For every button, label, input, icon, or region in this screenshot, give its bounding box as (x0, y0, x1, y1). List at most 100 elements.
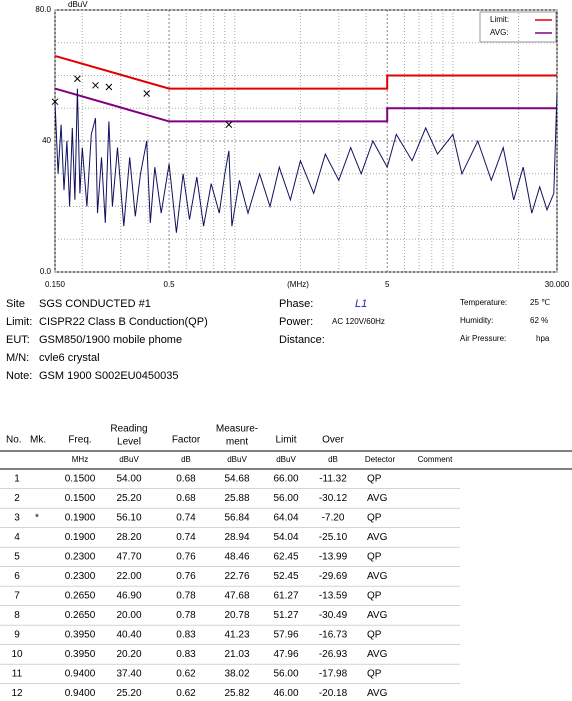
table-unit: Comment (418, 455, 453, 464)
table-cell: 52.45 (273, 571, 298, 582)
limit-line (54, 54, 557, 90)
table-cell: 6 (14, 571, 20, 582)
info-value: L1 (355, 298, 367, 310)
table-header: Factor (172, 435, 201, 446)
info-label: Humidity: (460, 316, 493, 325)
y-tick-label: 40 (42, 136, 51, 145)
table-cell: 2 (14, 493, 20, 504)
table-cell: 46.90 (116, 591, 141, 602)
table-header: Measure- (216, 424, 258, 435)
table-cell: 0.1900 (65, 532, 96, 543)
table-cell: 25.82 (224, 688, 249, 699)
info-label: Air Pressure: (460, 334, 506, 343)
table-cell: QP (367, 474, 382, 485)
table-unit: Detector (365, 455, 396, 464)
table-cell: -25.10 (319, 532, 348, 543)
info-value: 25 ℃ (530, 298, 550, 307)
info-value: CISPR22 Class B Conduction(QP) (39, 316, 208, 328)
table-cell: 3 (14, 513, 20, 524)
table-cell: 38.02 (224, 669, 249, 680)
info-value: cvle6 crystal (39, 352, 100, 364)
table-cell: 54.68 (224, 474, 249, 485)
table-cell: -7.20 (322, 513, 345, 524)
table-cell: -29.69 (319, 571, 348, 582)
info-label: Temperature: (460, 298, 507, 307)
table-cell: 25.20 (116, 493, 141, 504)
table-cell: 56.84 (224, 513, 249, 524)
table-cell: 11 (12, 669, 23, 680)
table-header: Level (117, 437, 141, 448)
table-cell: 41.23 (224, 630, 249, 641)
legend-label: AVG: (490, 28, 509, 37)
table-cell: 54.00 (116, 474, 141, 485)
table-cell: AVG (367, 532, 388, 543)
table-cell: 62.45 (273, 552, 298, 563)
table-cell: -30.49 (319, 610, 348, 621)
table-cell: 21.03 (224, 649, 249, 660)
table-cell: AVG (367, 493, 388, 504)
table-cell: 51.27 (273, 610, 298, 621)
info-label: Limit: (6, 316, 32, 328)
peak-marker (74, 75, 81, 83)
table-cell: 56.10 (116, 513, 141, 524)
table-cell: 0.3950 (65, 630, 96, 641)
peak-marker (92, 81, 99, 89)
table-cell: 0.2300 (65, 571, 96, 582)
table-unit: MHz (72, 455, 88, 464)
table-cell: 1 (14, 474, 20, 485)
table-header: No. (6, 435, 22, 446)
table-cell: 22.76 (224, 571, 249, 582)
table-cell: 20.00 (116, 610, 141, 621)
table-cell: -16.73 (319, 630, 348, 641)
table-unit: dBuV (276, 455, 296, 464)
table-cell: QP (367, 630, 382, 641)
table-cell: QP (367, 552, 382, 563)
table-cell: 10 (11, 649, 23, 660)
x-unit: (MHz) (287, 280, 309, 289)
info-label: Power: (279, 316, 313, 328)
table-cell: 20.78 (224, 610, 249, 621)
x-tick-label: 0.150 (45, 280, 66, 289)
table-cell: 0.78 (176, 591, 196, 602)
info-value: SGS CONDUCTED #1 (39, 298, 151, 310)
peak-marker (225, 121, 233, 128)
table-header: Mk. (30, 435, 46, 446)
table-cell: 12 (11, 688, 23, 699)
table-cell: AVG (367, 649, 388, 660)
table-cell: AVG (367, 610, 388, 621)
table-cell: 0.2650 (65, 591, 96, 602)
table-unit: dBuV (119, 455, 139, 464)
x-tick-label: 5 (385, 280, 390, 289)
legend-label: Limit: (490, 15, 509, 24)
table-cell: AVG (367, 571, 388, 582)
table-cell: 25.88 (224, 493, 249, 504)
table-cell: 28.94 (224, 532, 249, 543)
y-unit: dBuV (68, 0, 88, 9)
table-unit: dB (181, 455, 191, 464)
table-cell: 64.04 (273, 513, 298, 524)
table-cell: QP (367, 669, 382, 680)
table-cell: 56.00 (273, 669, 298, 680)
table-cell: 46.00 (273, 688, 298, 699)
info-label: Note: (6, 370, 32, 382)
info-value: 62 % (530, 316, 548, 325)
table-cell: 20.20 (116, 649, 141, 660)
table-unit: dB (328, 455, 338, 464)
peak-marker (143, 90, 151, 97)
info-value: AC 120V/60Hz (332, 317, 385, 326)
table-cell: 40.40 (116, 630, 141, 641)
table-cell: 57.96 (273, 630, 298, 641)
x-tick-label: 0.5 (164, 280, 176, 289)
table-cell: QP (367, 513, 382, 524)
limit-line (54, 87, 557, 123)
table-cell: 0.1500 (65, 474, 96, 485)
y-tick-label: 80.0 (35, 5, 51, 14)
table-cell: QP (367, 591, 382, 602)
table-cell: 37.40 (116, 669, 141, 680)
info-value: GSM 1900 S002EU0450035 (39, 370, 178, 382)
table-cell: 28.20 (116, 532, 141, 543)
info-label: M/N: (6, 352, 29, 364)
table-cell: 0.68 (176, 474, 196, 485)
table-cell: 22.00 (116, 571, 141, 582)
